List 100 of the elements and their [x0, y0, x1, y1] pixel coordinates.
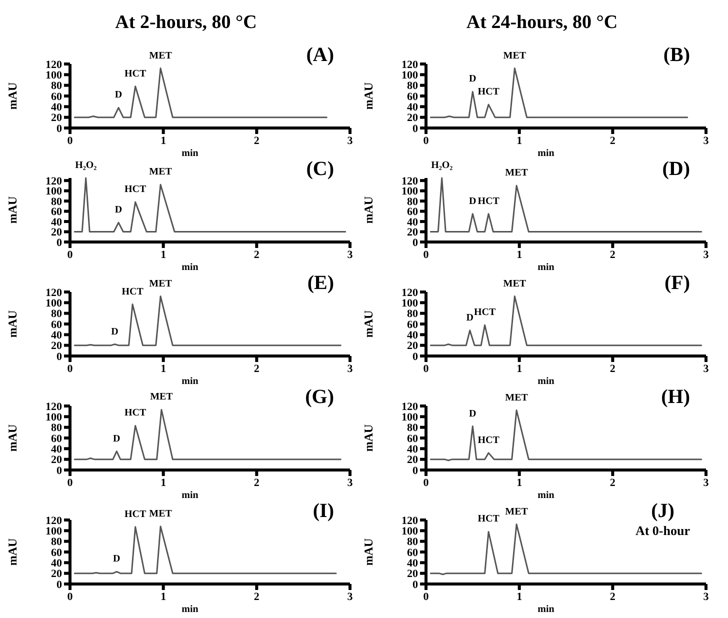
- y-tick-label: 60: [51, 206, 62, 218]
- annotation: (F): [664, 272, 690, 295]
- y-tick-label: 100: [402, 70, 418, 82]
- y-axis-title: mAU: [361, 424, 376, 452]
- y-tick-label: 20: [51, 112, 62, 124]
- annotation: HCT: [122, 286, 144, 298]
- y-tick-label: 40: [407, 558, 418, 570]
- x-tick-label: 1: [160, 248, 166, 261]
- y-tick-label: 60: [51, 90, 62, 103]
- annotation: (G): [305, 386, 334, 409]
- annotation: MET: [505, 392, 528, 404]
- x-tick-label: 2: [254, 476, 260, 489]
- y-tick-label: 100: [46, 70, 62, 82]
- y-tick-label: 60: [51, 318, 62, 331]
- annotation: HCT: [478, 196, 500, 207]
- y-tick-label: 60: [407, 90, 418, 103]
- x-tick-label: 1: [516, 134, 522, 147]
- line-series: [74, 526, 337, 574]
- annotation: MET: [149, 166, 172, 178]
- annotation: D: [113, 433, 120, 444]
- y-tick-label: 80: [51, 196, 62, 208]
- y-tick-label: 20: [407, 226, 418, 239]
- y-tick-label: 20: [407, 454, 418, 466]
- line-series: [430, 410, 702, 462]
- annotation: MET: [505, 168, 528, 179]
- y-tick-label: 20: [51, 226, 62, 239]
- y-tick-label: 120: [46, 175, 62, 188]
- y-tick-label: 0: [412, 122, 418, 135]
- y-tick-label: 100: [46, 186, 62, 198]
- x-axis-title: min: [182, 262, 199, 273]
- y-tick-label: 20: [51, 454, 62, 466]
- annotation: D: [113, 554, 120, 565]
- line-series: [74, 68, 328, 118]
- x-tick-label: 0: [423, 590, 430, 603]
- annotation: (D): [662, 158, 690, 181]
- y-axis-title: mAU: [5, 82, 20, 110]
- y-tick-label: 40: [51, 444, 62, 456]
- annotation: (I): [312, 500, 334, 523]
- chart-title: At 24-hours, 80 °C: [465, 11, 619, 35]
- y-tick-label: 80: [407, 80, 418, 92]
- x-tick-label: 3: [703, 590, 710, 603]
- x-tick-label: 0: [67, 362, 74, 375]
- x-tick-label: 3: [703, 248, 710, 261]
- y-tick-label: 0: [56, 122, 62, 135]
- y-tick-label: 20: [407, 568, 418, 580]
- annotation: MET: [503, 278, 526, 290]
- x-tick-label: 0: [423, 362, 430, 375]
- x-tick-label: 3: [703, 362, 710, 375]
- y-axis-title: mAU: [5, 310, 20, 338]
- y-tick-label: 40: [407, 444, 418, 456]
- x-tick-label: 1: [516, 476, 522, 489]
- y-tick-label: 80: [407, 196, 418, 208]
- y-tick-label: 0: [412, 350, 418, 363]
- x-tick-label: 0: [423, 134, 430, 147]
- y-tick-label: 120: [402, 58, 418, 71]
- annotation: (A): [306, 44, 334, 67]
- x-tick-label: 2: [254, 134, 260, 147]
- line-series: [74, 296, 342, 346]
- y-tick-label: 80: [51, 80, 62, 92]
- y-tick-label: 80: [51, 536, 62, 548]
- annotation: HCT: [124, 408, 146, 419]
- y-tick-label: 120: [402, 514, 418, 527]
- y-tick-label: 0: [56, 578, 62, 591]
- y-tick-label: 60: [407, 432, 418, 445]
- y-tick-label: 40: [51, 102, 62, 114]
- x-tick-label: 1: [160, 476, 166, 489]
- x-axis-title: min: [538, 490, 555, 501]
- annotation: (B): [663, 44, 690, 67]
- x-tick-label: 2: [610, 476, 616, 489]
- annotation: D: [466, 312, 474, 324]
- annotation: D: [469, 408, 476, 420]
- y-tick-label: 40: [407, 102, 418, 114]
- annotation: HCT: [478, 86, 500, 98]
- y-tick-label: 60: [51, 432, 62, 445]
- y-tick-label: 60: [407, 318, 418, 331]
- y-axis-title: mAU: [5, 538, 20, 566]
- line-series: [74, 408, 342, 460]
- x-tick-label: 1: [160, 134, 166, 147]
- y-axis-title: mAU: [361, 310, 376, 338]
- annotation: MET: [149, 50, 172, 62]
- y-axis-title: mAU: [361, 82, 376, 110]
- x-tick-label: 2: [610, 362, 616, 375]
- y-tick-label: 40: [51, 558, 62, 570]
- y-tick-label: 0: [56, 350, 62, 363]
- x-tick-label: 0: [67, 476, 74, 489]
- y-tick-label: 80: [51, 422, 62, 434]
- y-tick-label: 40: [407, 216, 418, 228]
- x-tick-label: 2: [254, 590, 260, 603]
- x-tick-label: 0: [67, 248, 74, 261]
- y-tick-label: 120: [46, 400, 62, 413]
- y-tick-label: 0: [412, 236, 418, 249]
- annotation: (J): [650, 500, 676, 523]
- y-tick-label: 100: [402, 526, 418, 538]
- y-tick-label: 80: [407, 422, 418, 434]
- y-tick-label: 100: [46, 526, 62, 538]
- y-tick-label: 40: [51, 330, 62, 342]
- y-tick-label: 80: [407, 308, 418, 320]
- annotation: HCT: [478, 434, 500, 446]
- x-tick-label: 3: [347, 134, 354, 147]
- x-tick-label: 1: [516, 248, 522, 261]
